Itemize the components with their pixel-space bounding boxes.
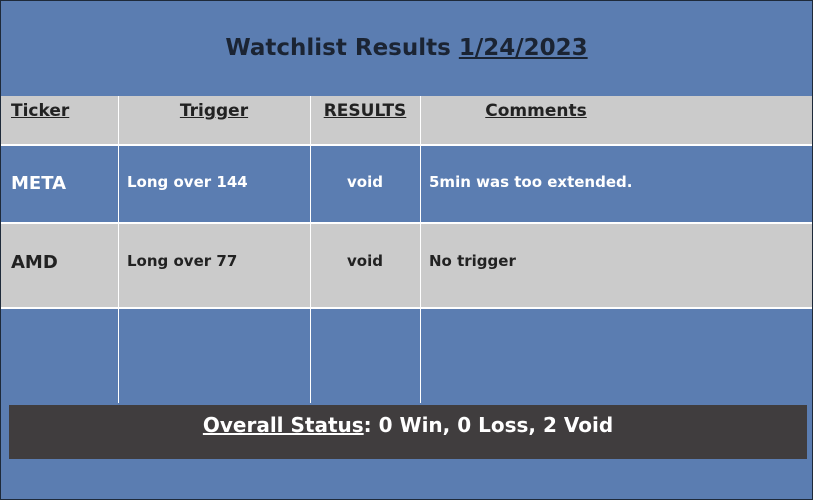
column-divider [310, 96, 311, 403]
row-divider [1, 144, 812, 146]
column-divider [420, 96, 421, 403]
overall-status: Overall Status: 0 Win, 0 Loss, 2 Void [9, 413, 807, 437]
overall-status-value: : 0 Win, 0 Loss, 2 Void [363, 413, 614, 437]
header-comments: Comments [485, 101, 587, 121]
table-row [1, 146, 812, 222]
row-divider [1, 307, 812, 309]
table-row-empty [1, 309, 812, 403]
column-divider [118, 96, 119, 403]
comment-cell: No trigger [429, 252, 516, 270]
title-text: Watchlist Results [225, 35, 451, 61]
table-header-row [1, 96, 812, 144]
row-divider [1, 222, 812, 224]
trigger-cell: Long over 144 [127, 173, 248, 191]
header-results: RESULTS [323, 101, 407, 121]
page-title: Watchlist Results 1/24/2023 [1, 35, 812, 61]
overall-status-label: Overall Status [202, 413, 364, 437]
result-cell: void [347, 252, 383, 270]
ticker-cell: AMD [11, 252, 58, 273]
table-row [1, 224, 812, 307]
result-cell: void [347, 173, 383, 191]
ticker-cell: META [11, 173, 67, 194]
title-date: 1/24/2023 [458, 35, 588, 61]
comment-cell: 5min was too extended. [429, 173, 633, 191]
header-ticker: Ticker [11, 101, 70, 121]
trigger-cell: Long over 77 [127, 252, 238, 270]
header-trigger: Trigger [179, 101, 249, 121]
overall-status-bar: Overall Status: 0 Win, 0 Loss, 2 Void [9, 405, 807, 459]
